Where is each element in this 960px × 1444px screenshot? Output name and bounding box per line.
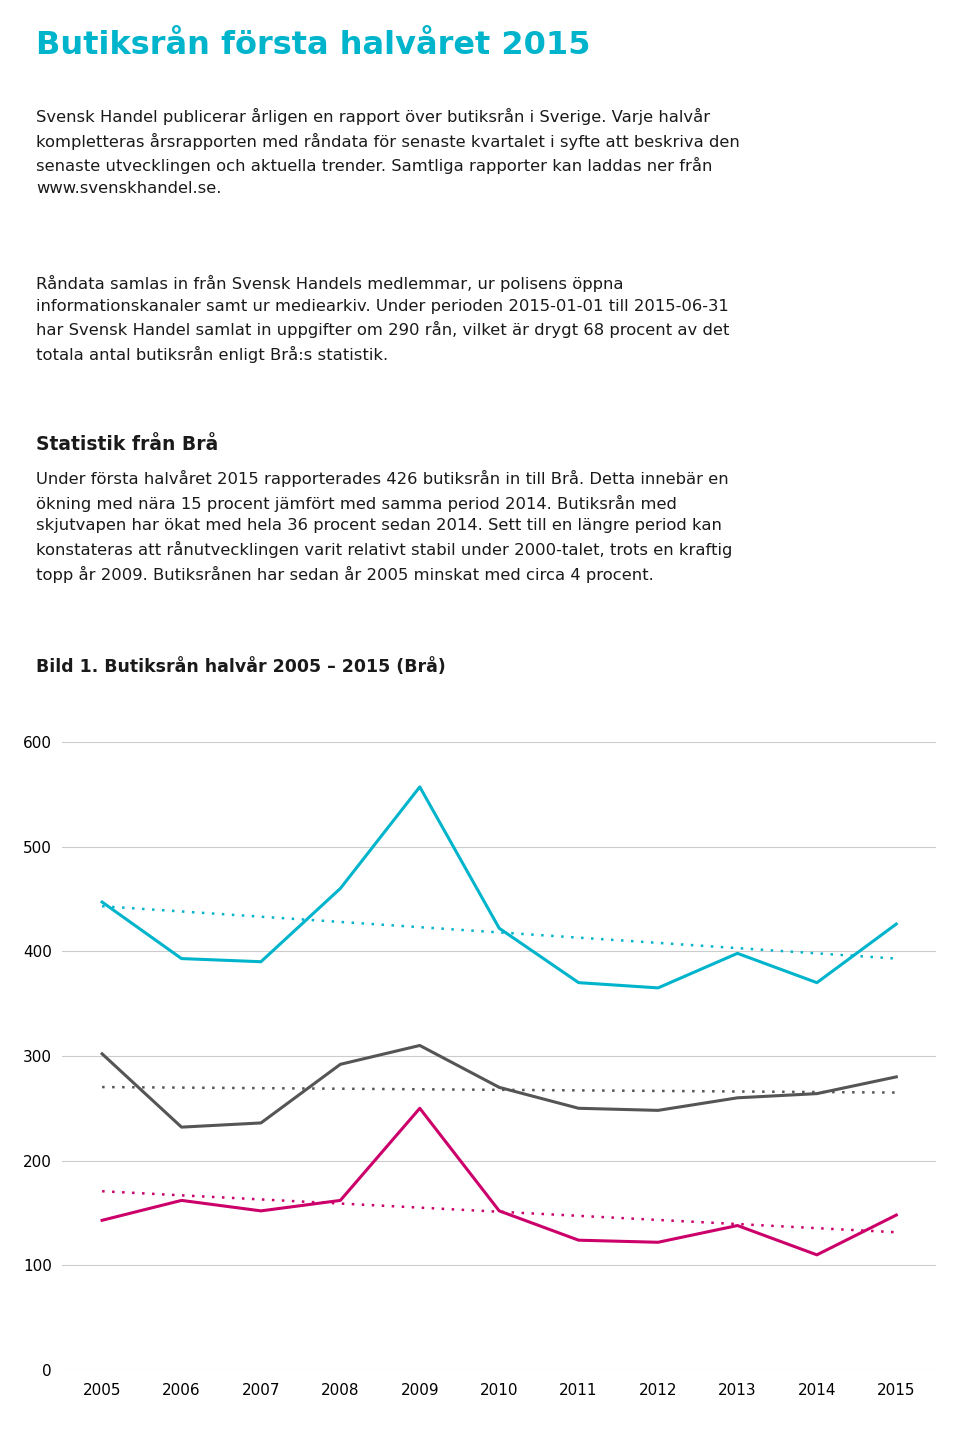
Text: Butiksrån första halvåret 2015: Butiksrån första halvåret 2015 [36, 30, 591, 61]
Text: Råndata samlas in från Svensk Handels medlemmar, ur polisens öppna
informationsk: Råndata samlas in från Svensk Handels me… [36, 274, 730, 362]
Text: Bild 1. Butiksrån halvår 2005 – 2015 (Brå): Bild 1. Butiksrån halvår 2005 – 2015 (Br… [36, 658, 446, 676]
Text: Statistik från Brå: Statistik från Brå [36, 435, 219, 453]
Text: Svensk Handel publicerar årligen en rapport över butiksrån i Sverige. Varje halv: Svensk Handel publicerar årligen en rapp… [36, 108, 740, 196]
Text: Under första halvåret 2015 rapporterades 426 butiksrån in till Brå. Detta innebä: Under första halvåret 2015 rapporterades… [36, 469, 732, 583]
